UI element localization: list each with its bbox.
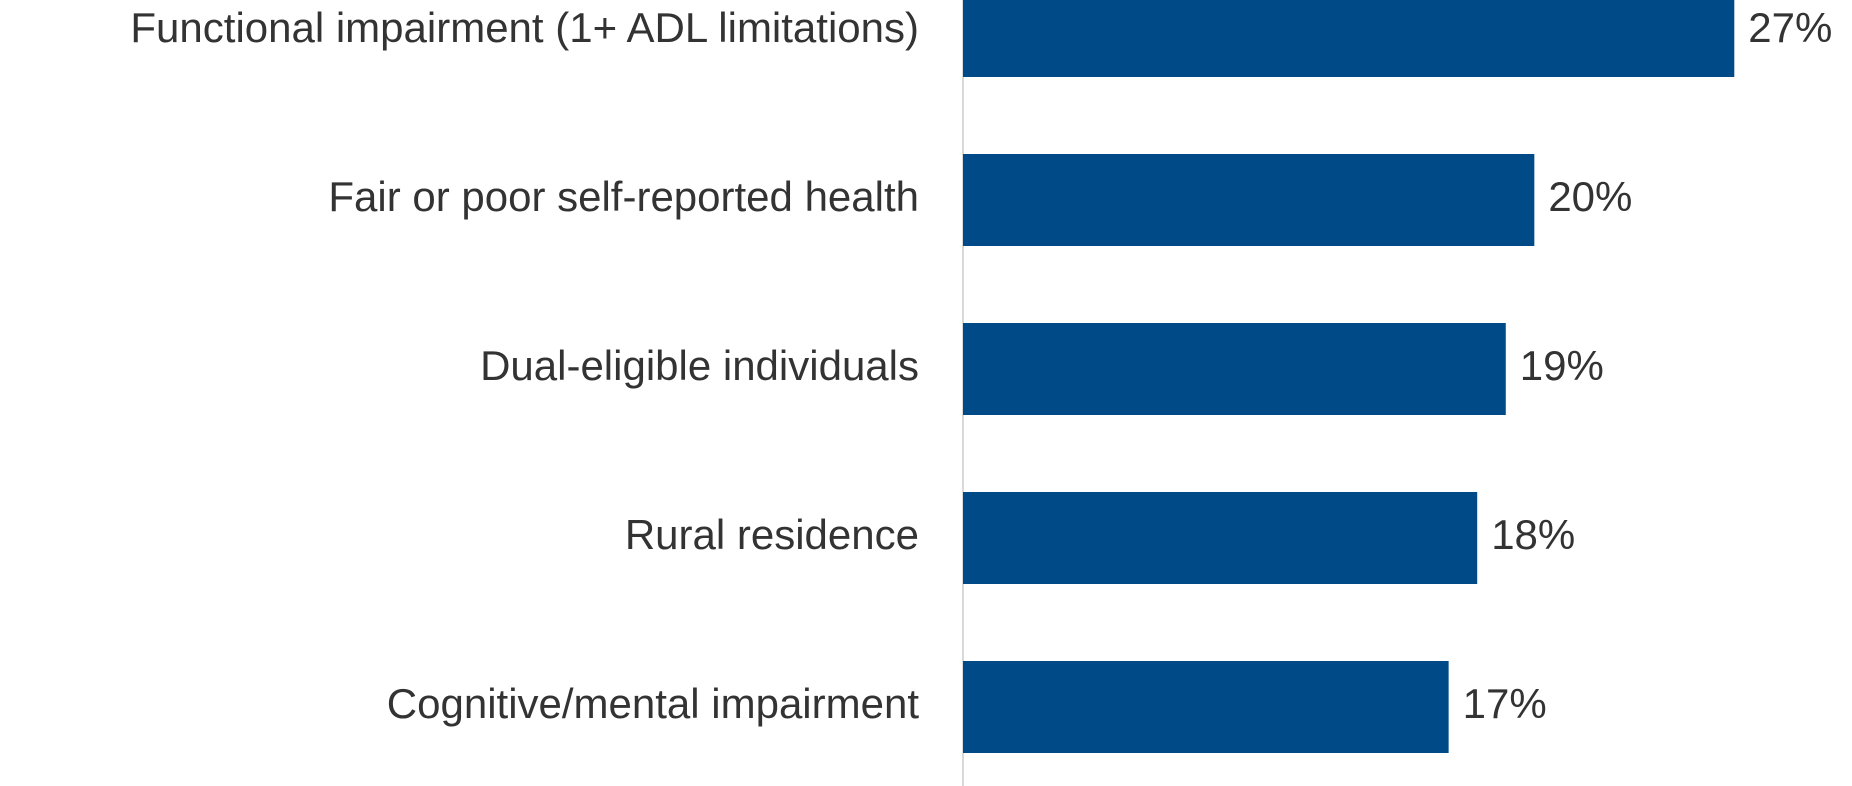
category-label: Functional impairment (1+ ADL limitation… xyxy=(130,4,919,51)
bar xyxy=(963,492,1478,584)
category-label: Dual-eligible individuals xyxy=(480,342,919,389)
category-label: Cognitive/mental impairment xyxy=(387,680,920,727)
value-label: 19% xyxy=(1520,342,1604,389)
value-label: 20% xyxy=(1548,173,1632,220)
bar xyxy=(963,0,1735,77)
bar xyxy=(963,154,1535,246)
bar xyxy=(963,661,1449,753)
category-label: Rural residence xyxy=(625,511,919,558)
value-label: 27% xyxy=(1748,4,1832,51)
value-label: 17% xyxy=(1463,680,1547,727)
category-label: Fair or poor self-reported health xyxy=(328,173,919,220)
bar xyxy=(963,323,1506,415)
value-label: 18% xyxy=(1491,511,1575,558)
